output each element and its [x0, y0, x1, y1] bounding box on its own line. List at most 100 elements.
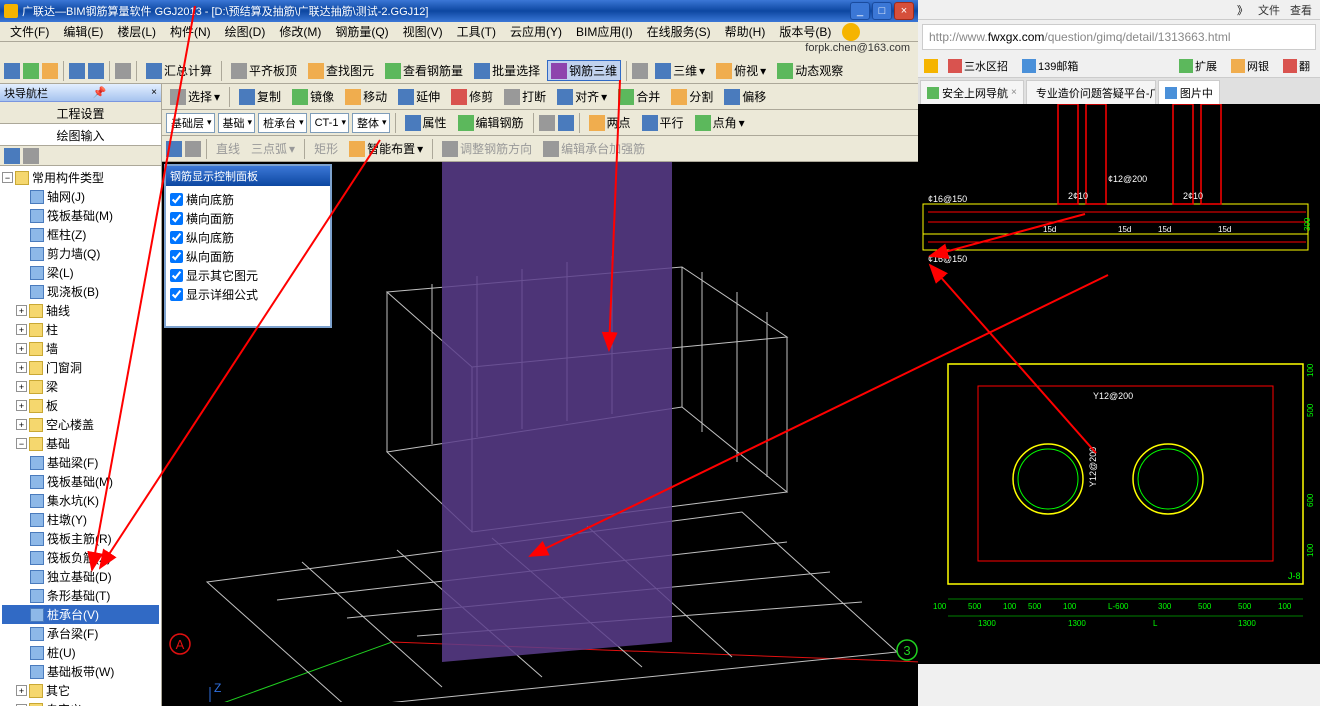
tree-item[interactable]: 筏板负筋(X) [2, 548, 159, 567]
maximize-button[interactable]: □ [872, 2, 892, 20]
menu-version[interactable]: 版本号(B) [773, 21, 837, 42]
menu-help[interactable]: 帮助(H) [719, 21, 772, 42]
tool-icon[interactable] [539, 115, 555, 131]
browser-tab[interactable]: 专业造价问题答疑平台-广联达!× [1026, 80, 1156, 104]
collapse-icon[interactable] [23, 148, 39, 164]
save-icon[interactable] [42, 63, 58, 79]
flat-button[interactable]: 平齐板顶 [227, 60, 301, 81]
pt-icon[interactable] [166, 141, 182, 157]
floor-dropdown[interactable]: 基础层 [166, 113, 215, 133]
adjust-button[interactable]: 调整钢筋方向 [438, 138, 536, 159]
menu-edit[interactable]: 编辑(E) [57, 21, 109, 42]
extend-button[interactable]: 延伸 [394, 86, 444, 107]
tree-folder[interactable]: +空心楼盖 [2, 415, 159, 434]
sum-button[interactable]: 汇总计算 [142, 60, 216, 81]
offset-button[interactable]: 偏移 [720, 86, 770, 107]
tree-item[interactable]: 筏板主筋(R) [2, 529, 159, 548]
tree-folder[interactable]: +墙 [2, 339, 159, 358]
mirror-button[interactable]: 镜像 [288, 86, 338, 107]
bookmark-item[interactable]: 网银 [1227, 56, 1273, 76]
tree-folder[interactable]: +自定义 [2, 700, 159, 706]
menu-view[interactable]: 视图(V) [397, 21, 449, 42]
tree-item[interactable]: 筏板基础(M) [2, 472, 159, 491]
prop-button[interactable]: 属性 [401, 112, 451, 133]
checkbox[interactable] [170, 269, 183, 282]
break-button[interactable]: 打断 [500, 86, 550, 107]
tree-root[interactable]: −常用构件类型 [2, 168, 159, 187]
new-icon[interactable] [4, 63, 20, 79]
checkbox[interactable] [170, 193, 183, 206]
tree-item[interactable]: 筏板基础(M) [2, 206, 159, 225]
align-button[interactable]: 对齐▾ [553, 86, 611, 107]
checkbox[interactable] [170, 288, 183, 301]
batch-button[interactable]: 批量选择 [470, 60, 544, 81]
category-dropdown[interactable]: 基础 [218, 113, 256, 133]
menu-online[interactable]: 在线服务(S) [641, 21, 717, 42]
tree-item[interactable]: 承台梁(F) [2, 624, 159, 643]
tree-item[interactable]: 框柱(Z) [2, 225, 159, 244]
tree-item[interactable]: 独立基础(D) [2, 567, 159, 586]
line-button[interactable]: 直线 [212, 138, 244, 159]
check-item[interactable]: 显示详细公式 [170, 285, 326, 304]
trim-button[interactable]: 修剪 [447, 86, 497, 107]
rebar3d-button[interactable]: 钢筋三维 [547, 60, 621, 81]
pt2-icon[interactable] [185, 141, 201, 157]
checkbox[interactable] [170, 250, 183, 263]
bookmark-item[interactable]: 翻 [1279, 56, 1314, 76]
user-icon[interactable] [842, 23, 860, 41]
tree-item[interactable]: 梁(L) [2, 263, 159, 282]
view-menu[interactable]: 查看 [1290, 2, 1312, 18]
tree-folder[interactable]: +其它 [2, 681, 159, 700]
menu-modify[interactable]: 修改(M) [273, 21, 327, 42]
check-item[interactable]: 横向面筋 [170, 209, 326, 228]
check-item[interactable]: 显示其它图元 [170, 266, 326, 285]
checkbox[interactable] [170, 212, 183, 225]
menu-rebar[interactable]: 钢筋量(Q) [329, 21, 394, 42]
angle-button[interactable]: 点角▾ [691, 112, 749, 133]
tab-draw[interactable]: 绘图输入 [0, 124, 161, 146]
bookmark-item[interactable]: 139邮箱 [1018, 56, 1082, 76]
tab-close-icon[interactable]: × [1011, 87, 1017, 98]
menu-floor[interactable]: 楼层(L) [111, 21, 162, 42]
menu-bim[interactable]: BIM应用(I) [570, 21, 639, 42]
panel-close-icon[interactable]: × [151, 87, 157, 98]
address-bar[interactable]: http://www.fwxgx.com/question/gimq/detai… [922, 24, 1316, 50]
undo-icon[interactable] [69, 63, 85, 79]
tab-settings[interactable]: 工程设置 [0, 102, 161, 124]
file-menu[interactable]: 文件 [1258, 2, 1280, 18]
tree-item[interactable]: 集水坑(K) [2, 491, 159, 510]
tree-folder[interactable]: +板 [2, 396, 159, 415]
type-dropdown[interactable]: 桩承台 [258, 113, 307, 133]
arc-button[interactable]: 三点弧▾ [247, 138, 299, 159]
favorites-icon[interactable] [924, 59, 938, 73]
redo-icon[interactable] [88, 63, 104, 79]
menu-tools[interactable]: 工具(T) [451, 21, 502, 42]
tree-item-selected[interactable]: 桩承台(V) [2, 605, 159, 624]
copy-button[interactable]: 复制 [235, 86, 285, 107]
tree-item[interactable]: 基础梁(F) [2, 453, 159, 472]
close-button[interactable]: × [894, 2, 914, 20]
orbit-button[interactable]: 动态观察 [773, 60, 847, 81]
tree-folder[interactable]: +柱 [2, 320, 159, 339]
whole-dropdown[interactable]: 整体 [352, 113, 390, 133]
tree-item[interactable]: 条形基础(T) [2, 586, 159, 605]
check-item[interactable]: 纵向底筋 [170, 228, 326, 247]
browser-tab[interactable]: 安全上网导航× [920, 80, 1024, 104]
menu-component[interactable]: 构件(N) [164, 21, 217, 42]
topview-button[interactable]: 俯视▾ [712, 60, 770, 81]
split-button[interactable]: 分割 [667, 86, 717, 107]
smart-button[interactable]: 智能布置▾ [345, 138, 427, 159]
cycle-icon[interactable] [632, 63, 648, 79]
find-button[interactable]: 查找图元 [304, 60, 378, 81]
tree-folder-foundation[interactable]: −基础 [2, 434, 159, 453]
parallel-button[interactable]: 平行 [638, 112, 688, 133]
minimize-button[interactable]: _ [850, 2, 870, 20]
bookmark-item[interactable]: 三水区招 [944, 56, 1012, 76]
menu-cloud[interactable]: 云应用(Y) [504, 21, 568, 42]
move-button[interactable]: 移动 [341, 86, 391, 107]
editrebar-button[interactable]: 编辑钢筋 [454, 112, 528, 133]
tree-item[interactable]: 剪力墙(Q) [2, 244, 159, 263]
rect-button[interactable]: 矩形 [310, 138, 342, 159]
rebar-button[interactable]: 查看钢筋量 [381, 60, 467, 81]
select-button[interactable]: 选择▾ [166, 86, 224, 107]
